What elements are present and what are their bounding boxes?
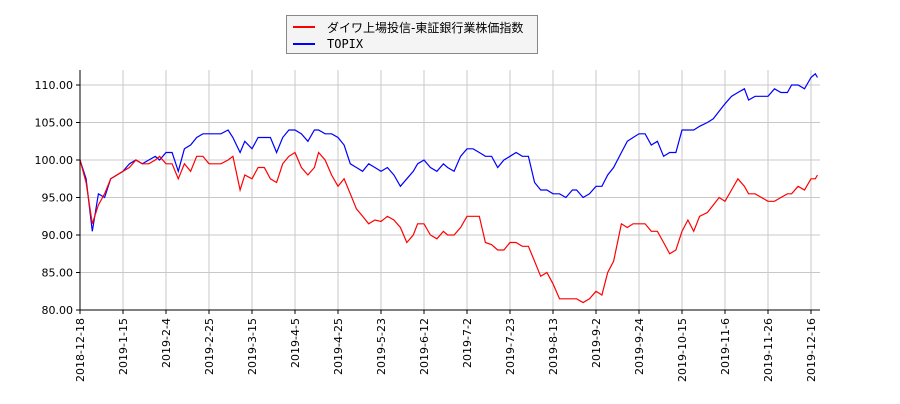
x-tick-label: 2019-5-23 [375, 318, 388, 375]
x-tick-label: 2019-4-5 [289, 318, 302, 368]
axes: 80.00 85.00 90.00 95.00 100.00 105.00 110.00 20… [35, 70, 820, 382]
y-tick-label: 110.00 [35, 79, 74, 92]
x-tick-label: 2018-12-18 [74, 318, 87, 382]
series-line-topix [79, 72, 819, 232]
y-tick-label: 105.00 [35, 117, 74, 130]
y-tick-label: 85.00 [42, 267, 74, 280]
x-tick-label: 2019-1-15 [117, 318, 130, 375]
x-tick-label: 2019-3-15 [246, 318, 259, 375]
x-tick-label: 2019-11-6 [719, 318, 732, 375]
series-line-daiwa-bank-etf [79, 151, 819, 304]
y-tick-label: 80.00 [42, 304, 74, 317]
legend-swatch [293, 43, 315, 45]
x-tick-label: 2019-12-16 [805, 318, 818, 382]
legend-item: TOPIX [293, 36, 363, 52]
x-tick-label: 2019-7-23 [504, 318, 517, 375]
x-tick-label: 2019-11-26 [762, 318, 775, 382]
legend: ダイワ上場投信-東証銀行業株価指数 TOPIX [286, 15, 538, 54]
legend-item: ダイワ上場投信-東証銀行業株価指数 [293, 19, 523, 35]
x-tick-label: 2019-9-24 [633, 318, 646, 375]
legend-swatch [293, 26, 315, 28]
y-tick-label: 95.00 [42, 192, 74, 205]
legend-label: ダイワ上場投信-東証銀行業株価指数 [327, 20, 524, 35]
x-tick-label: 2019-10-15 [676, 318, 689, 382]
x-tick-label: 2019-2-25 [203, 318, 216, 375]
y-tick-label: 90.00 [42, 229, 74, 242]
x-tick-label: 2019-8-13 [547, 318, 560, 375]
grid [79, 70, 820, 311]
x-tick-label: 2019-9-2 [590, 318, 603, 368]
x-tick-label: 2019-6-12 [418, 318, 431, 375]
x-tick-label: 2019-7-2 [461, 318, 474, 368]
legend-label: TOPIX [327, 37, 364, 51]
x-tick-label: 2019-4-25 [332, 318, 345, 375]
y-tick-label: 100.00 [35, 154, 74, 167]
x-tick-label: 2019-2-4 [160, 318, 173, 368]
series-lines [79, 72, 819, 304]
